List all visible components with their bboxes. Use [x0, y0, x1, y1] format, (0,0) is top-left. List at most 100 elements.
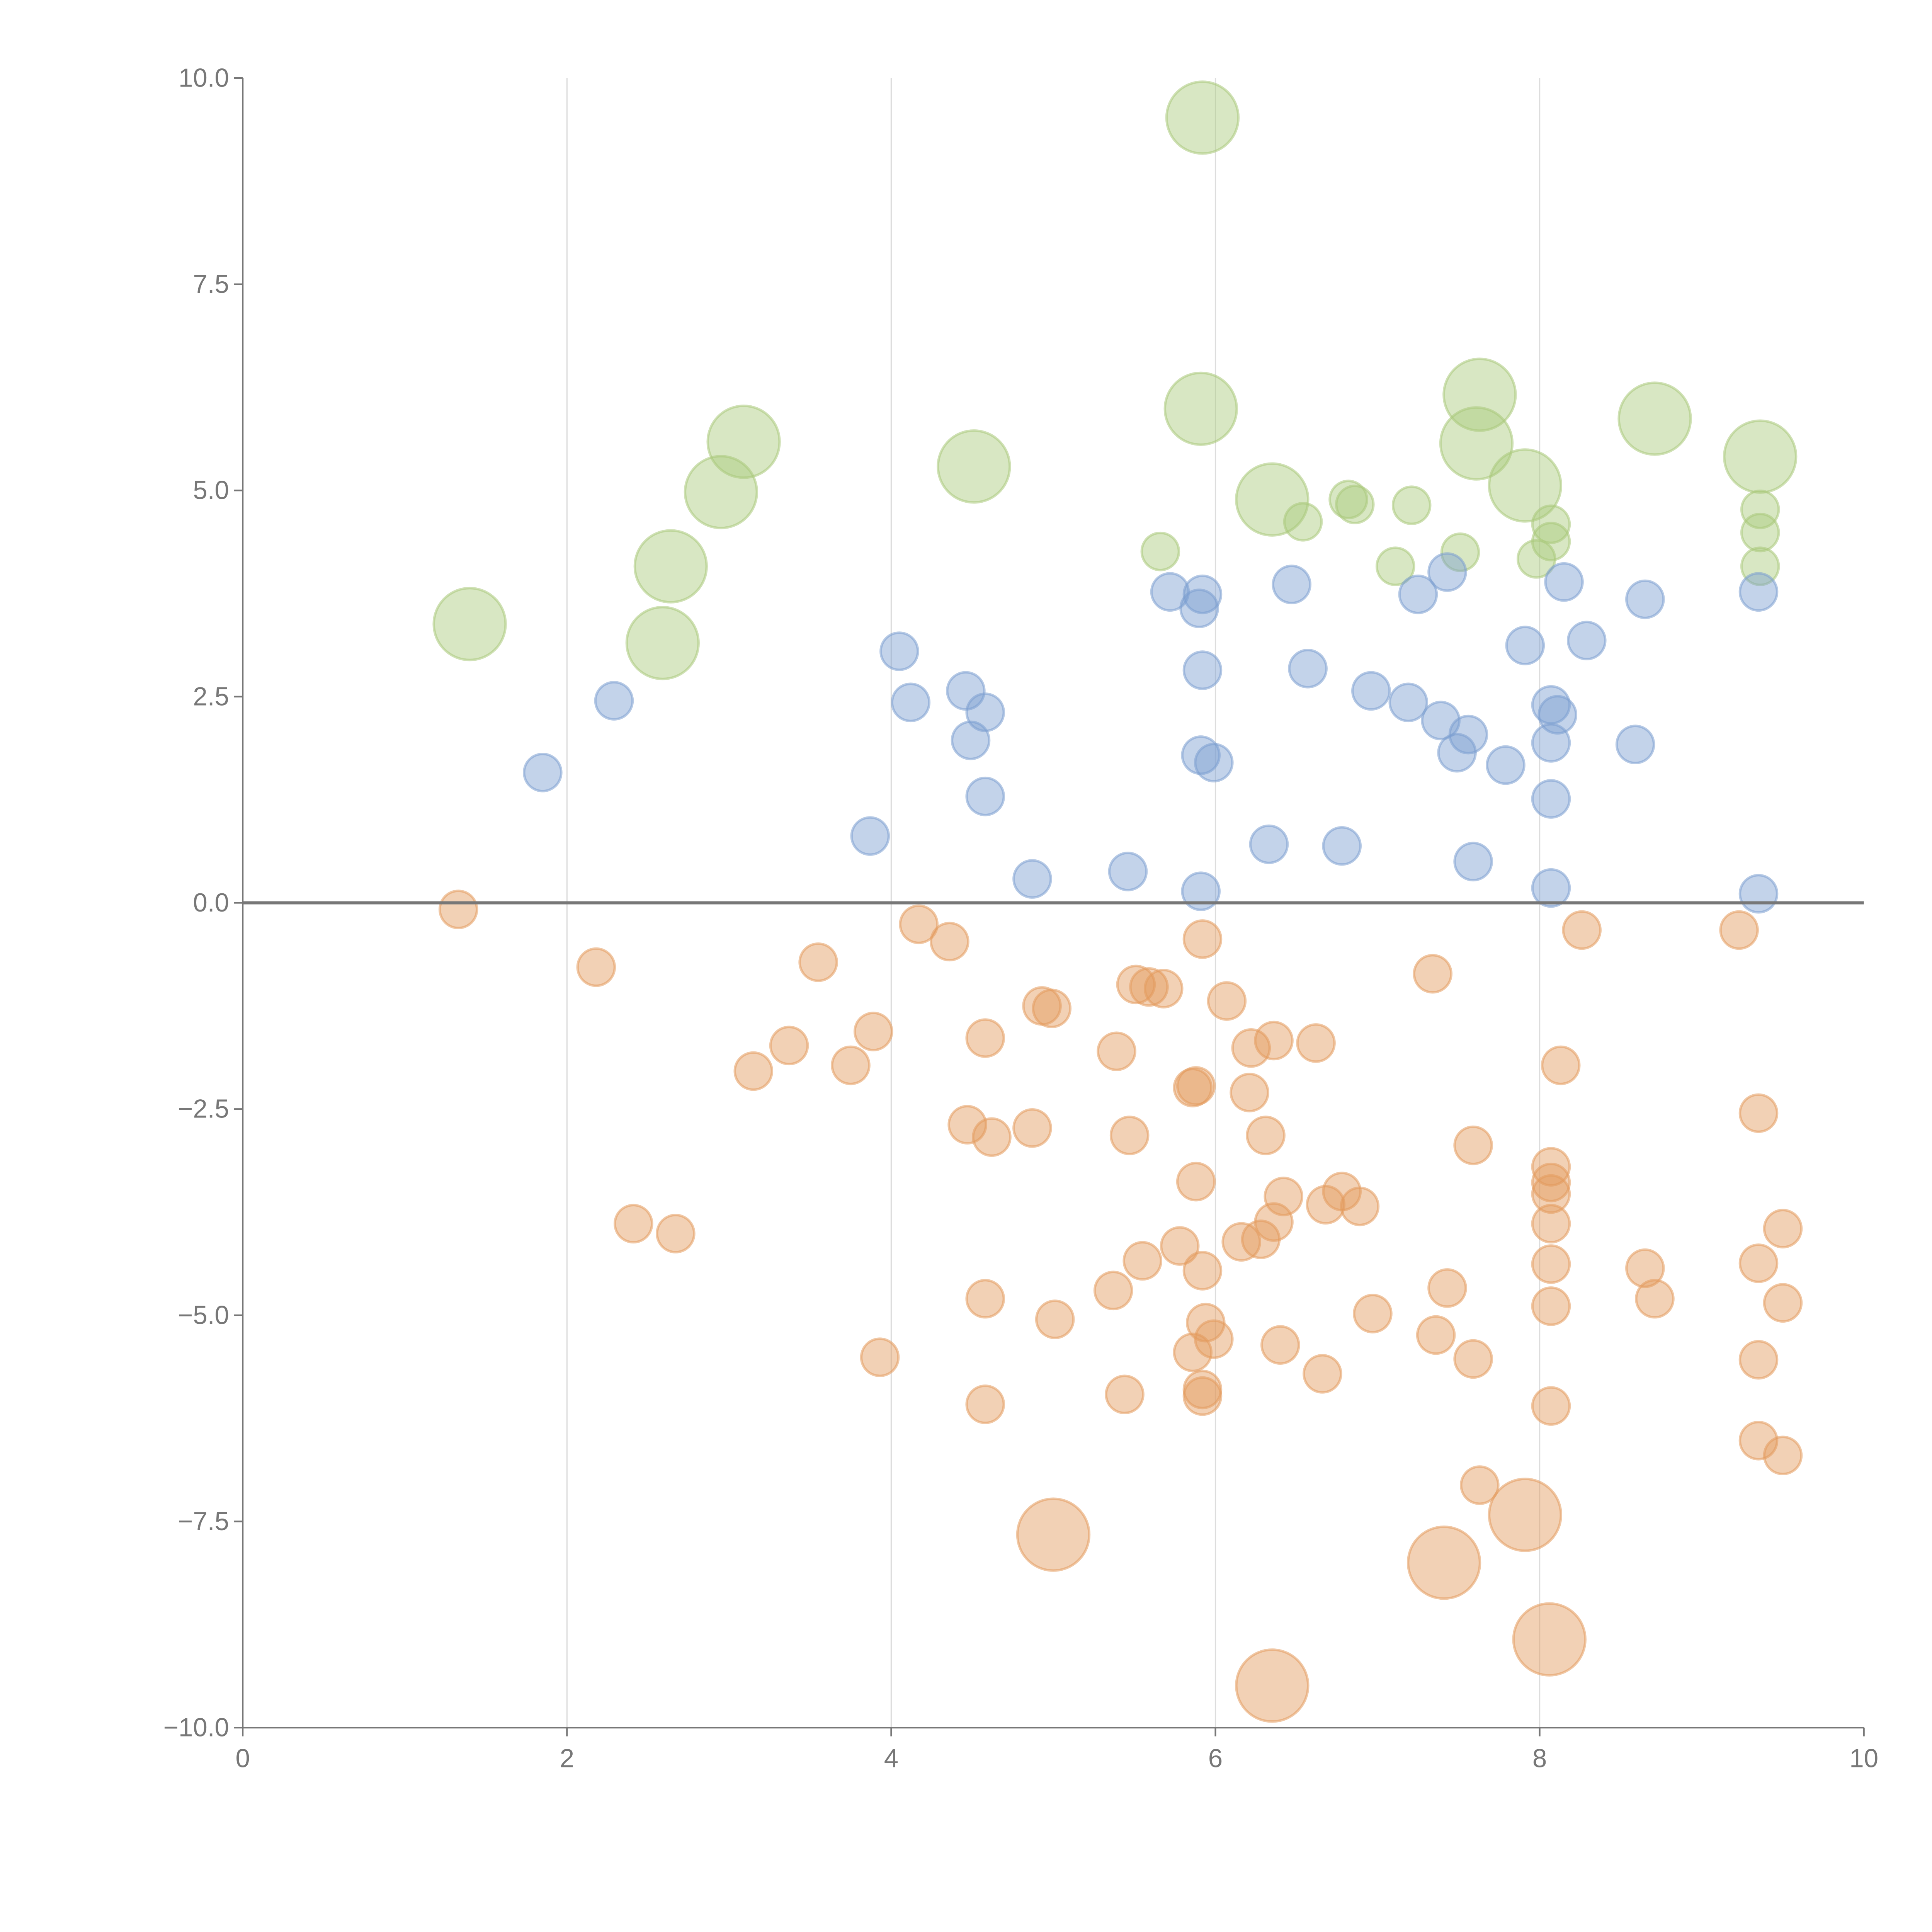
data-point-orange[interactable]	[438, 889, 478, 929]
data-point-orange[interactable]	[1097, 1031, 1136, 1071]
data-point-green[interactable]	[1375, 546, 1415, 586]
data-point-orange[interactable]	[1719, 910, 1759, 950]
data-point-orange[interactable]	[972, 1117, 1012, 1157]
data-point-green[interactable]	[1391, 485, 1432, 525]
data-point-green[interactable]	[1283, 502, 1323, 542]
data-point-blue[interactable]	[891, 682, 931, 723]
data-point-blue[interactable]	[1012, 859, 1052, 899]
data-point-green[interactable]	[1531, 522, 1571, 561]
data-point-orange[interactable]	[1176, 1162, 1216, 1202]
data-point-orange[interactable]	[1235, 1648, 1310, 1723]
data-point-blue[interactable]	[1194, 743, 1234, 782]
data-point-green[interactable]	[625, 605, 700, 680]
data-point-orange[interactable]	[1453, 1125, 1493, 1165]
data-point-blue[interactable]	[1505, 626, 1545, 665]
data-point-orange[interactable]	[1264, 1177, 1304, 1216]
data-point-orange[interactable]	[1246, 1116, 1286, 1155]
data-point-blue[interactable]	[1322, 826, 1362, 866]
data-point-green[interactable]	[1335, 485, 1375, 524]
data-point-orange[interactable]	[769, 1026, 809, 1066]
data-point-orange[interactable]	[798, 942, 838, 982]
data-point-orange[interactable]	[1016, 1497, 1091, 1572]
data-point-green[interactable]	[1235, 462, 1310, 537]
data-point-orange[interactable]	[853, 1012, 893, 1051]
data-point-blue[interactable]	[523, 752, 563, 793]
data-point-blue[interactable]	[1453, 842, 1493, 882]
data-point-orange[interactable]	[1296, 1023, 1336, 1063]
data-point-orange[interactable]	[930, 922, 969, 962]
data-point-orange[interactable]	[1012, 1108, 1052, 1148]
data-point-orange[interactable]	[1413, 954, 1452, 994]
data-point-blue[interactable]	[1351, 671, 1391, 711]
data-point-blue[interactable]	[1531, 868, 1571, 908]
data-point-orange[interactable]	[1531, 1286, 1571, 1326]
data-point-orange[interactable]	[965, 1279, 1005, 1319]
data-point-orange[interactable]	[1129, 967, 1169, 1007]
data-point-orange[interactable]	[1531, 1147, 1571, 1187]
data-point-orange[interactable]	[1105, 1374, 1145, 1415]
data-point-orange[interactable]	[860, 1337, 900, 1377]
data-point-blue[interactable]	[1272, 565, 1311, 604]
data-point-blue[interactable]	[1288, 649, 1328, 689]
data-point-orange[interactable]	[965, 1384, 1005, 1424]
data-point-orange[interactable]	[1427, 1268, 1467, 1308]
data-point-blue[interactable]	[1531, 723, 1571, 763]
data-point-green[interactable]	[1617, 381, 1692, 456]
data-point-orange[interactable]	[1562, 910, 1602, 950]
data-point-orange[interactable]	[947, 1105, 987, 1145]
data-point-orange[interactable]	[965, 1018, 1005, 1058]
data-point-blue[interactable]	[1181, 735, 1221, 775]
data-point-green[interactable]	[1442, 357, 1517, 432]
data-point-green[interactable]	[1531, 504, 1571, 544]
data-point-orange[interactable]	[1531, 1386, 1571, 1426]
data-point-orange[interactable]	[1260, 1325, 1300, 1365]
data-point-orange[interactable]	[1231, 1028, 1271, 1068]
data-point-orange[interactable]	[1194, 1319, 1234, 1359]
data-point-orange[interactable]	[1625, 1248, 1665, 1288]
data-point-orange[interactable]	[1512, 1602, 1587, 1677]
data-point-orange[interactable]	[1763, 1283, 1803, 1323]
data-point-orange[interactable]	[1303, 1354, 1342, 1394]
data-point-blue[interactable]	[1544, 562, 1584, 602]
data-point-orange[interactable]	[1182, 1251, 1223, 1291]
data-point-blue[interactable]	[1108, 852, 1148, 891]
data-point-blue[interactable]	[1181, 871, 1221, 911]
data-point-orange[interactable]	[1531, 1244, 1571, 1284]
data-point-green[interactable]	[1140, 531, 1180, 571]
data-point-orange[interactable]	[1032, 988, 1072, 1029]
data-point-orange[interactable]	[1488, 1478, 1563, 1552]
data-point-orange[interactable]	[1160, 1226, 1200, 1266]
data-point-orange[interactable]	[1182, 1376, 1223, 1416]
data-point-green[interactable]	[1439, 406, 1514, 481]
data-point-green[interactable]	[706, 405, 781, 479]
data-point-orange[interactable]	[1173, 1332, 1213, 1372]
data-point-orange[interactable]	[1207, 981, 1247, 1021]
data-point-blue[interactable]	[1182, 574, 1223, 614]
data-point-blue[interactable]	[1249, 824, 1289, 864]
data-point-orange[interactable]	[1109, 1116, 1150, 1155]
data-point-green[interactable]	[1163, 371, 1238, 446]
data-point-orange[interactable]	[576, 947, 616, 987]
data-point-orange[interactable]	[1093, 1270, 1133, 1311]
data-point-orange[interactable]	[1763, 1435, 1803, 1476]
data-point-blue[interactable]	[1398, 574, 1438, 614]
data-point-green[interactable]	[1740, 490, 1780, 529]
data-point-orange[interactable]	[1453, 1339, 1493, 1379]
data-point-blue[interactable]	[850, 816, 890, 856]
data-point-orange[interactable]	[1353, 1294, 1393, 1333]
data-point-orange[interactable]	[1531, 1204, 1571, 1244]
data-point-blue[interactable]	[1625, 579, 1665, 619]
data-point-blue[interactable]	[879, 631, 919, 671]
data-point-orange[interactable]	[1416, 1315, 1456, 1355]
data-point-orange[interactable]	[1306, 1185, 1346, 1225]
data-point-green[interactable]	[1740, 512, 1780, 553]
data-point-blue[interactable]	[965, 776, 1005, 816]
data-point-blue[interactable]	[1531, 779, 1571, 819]
data-point-green[interactable]	[1440, 532, 1480, 572]
data-point-blue[interactable]	[1437, 733, 1477, 773]
data-point-blue[interactable]	[1567, 621, 1607, 661]
data-point-orange[interactable]	[1122, 1241, 1162, 1281]
data-point-orange[interactable]	[1738, 1093, 1779, 1133]
data-point-green[interactable]	[1165, 80, 1240, 155]
data-point-green[interactable]	[937, 429, 1011, 504]
